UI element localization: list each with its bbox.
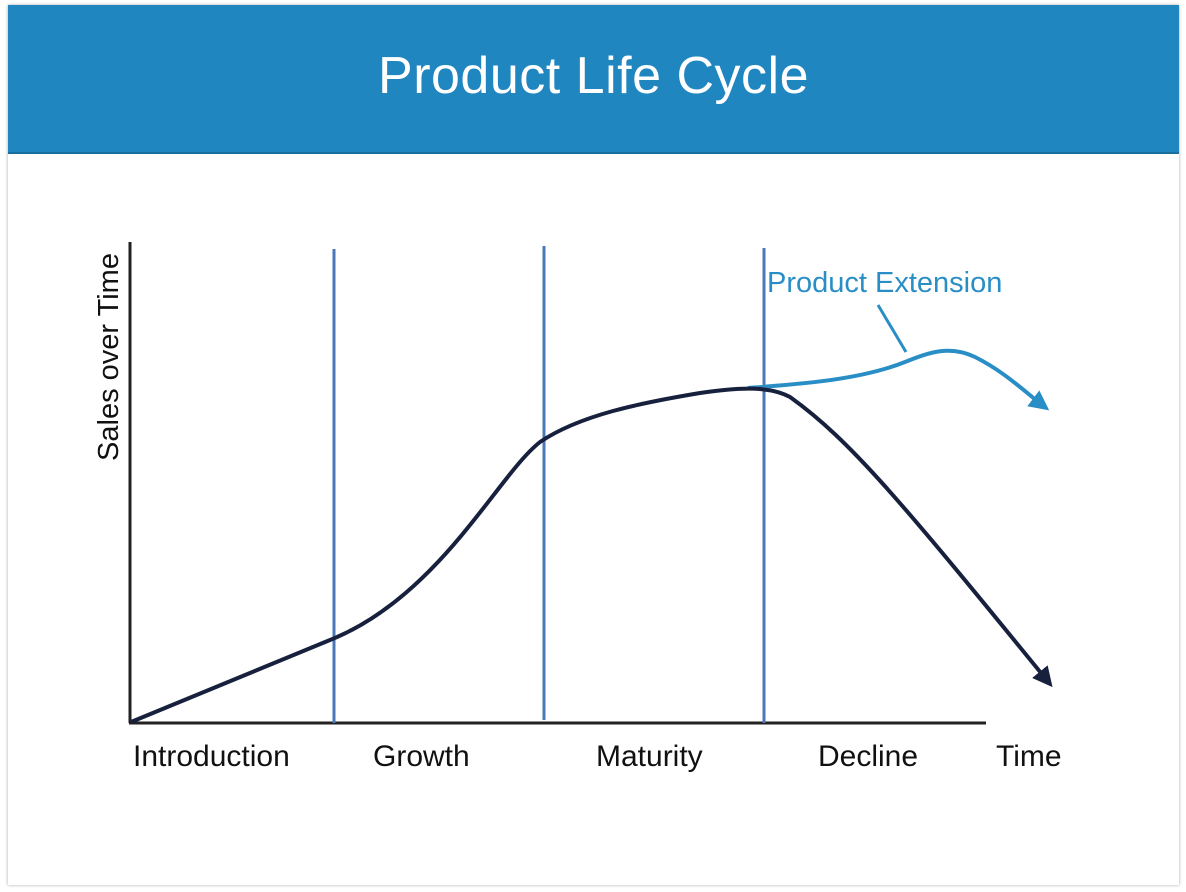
extension-pointer [876,304,908,353]
title-bar: Product Life Cycle [8,5,1179,154]
page-title: Product Life Cycle [378,46,809,105]
stage-label-growth: Growth [373,740,470,773]
y-axis-label: Sales over Time [93,253,125,461]
x-axis-label: Time [996,740,1062,773]
stage-label-maturity: Maturity [596,740,703,773]
stage-label-introduction: Introduction [133,740,290,773]
product-extension-label: Product Extension [767,267,1002,299]
stage-label-decline: Decline [818,740,918,773]
sales-curve [130,386,1053,724]
product-extension-curve [747,348,1050,411]
slide: Product Life Cycle [8,5,1179,885]
